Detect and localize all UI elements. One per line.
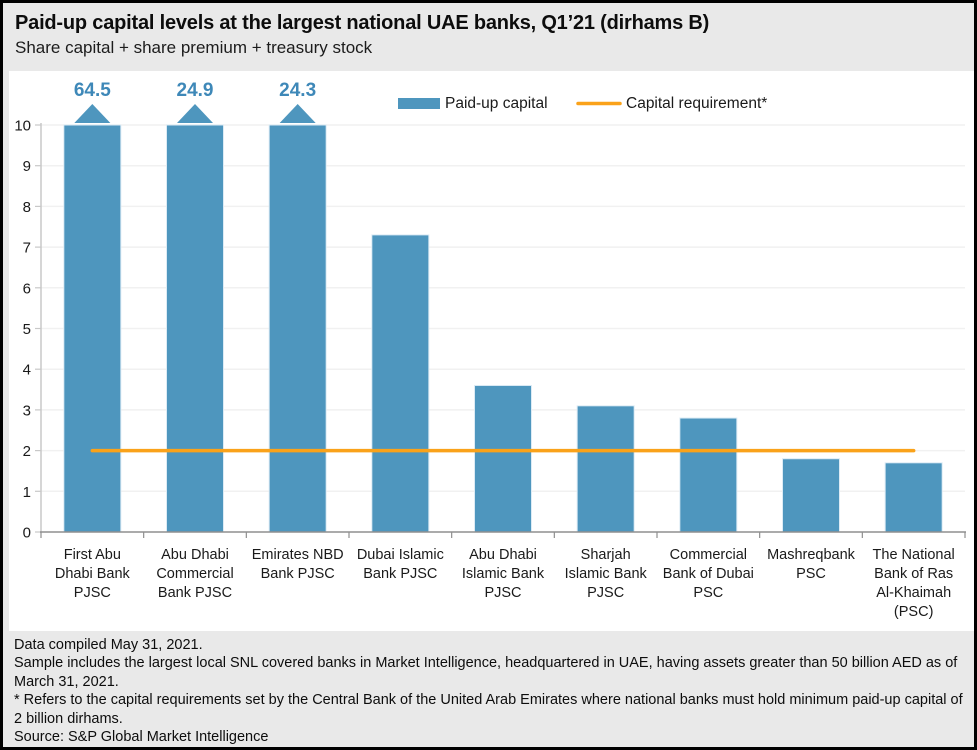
x-category-label: Sharjah Islamic Bank PJSC (565, 547, 648, 601)
bar-value-label: 64.5 (74, 80, 111, 101)
bar (371, 234, 430, 533)
header: Paid-up capital levels at the largest na… (15, 10, 962, 60)
footnotes: Data compiled May 31, 2021. Sample inclu… (14, 636, 969, 746)
x-category-label: Abu Dhabi Islamic Bank PJSC (462, 547, 545, 601)
bar (63, 124, 122, 533)
x-category-label: Dubai Islamic Bank PJSC (357, 547, 444, 582)
bar (782, 458, 840, 533)
footnote-sample: Sample includes the largest local SNL co… (14, 655, 958, 690)
y-tick-label: 2 (23, 443, 31, 460)
footnote-data-compiled: Data compiled May 31, 2021. (14, 637, 203, 653)
bar-value-label: 24.3 (279, 80, 316, 101)
chart-panel: 0 1 2 3 4 5 6 7 8 9 10 64.5 24.9 24.3 First Abu Dhabi B… (9, 71, 974, 631)
y-tick-label: 9 (23, 158, 31, 175)
overflow-arrow-icon (279, 104, 316, 123)
footnote-source: Source: S&P Global Market Intelligence (14, 729, 269, 746)
page-subtitle: Share capital + share premium + treasury… (15, 38, 373, 57)
y-tick-label: 3 (23, 402, 31, 419)
y-tick-label: 4 (23, 362, 31, 379)
bar-value-label: 24.9 (177, 80, 214, 101)
bar (166, 124, 224, 533)
x-category-label: Mashreqbank PSC (767, 547, 856, 582)
y-tick-label: 6 (23, 280, 31, 297)
bar (884, 462, 943, 533)
legend-swatch-paid-up-capital (398, 98, 440, 109)
y-tick-label: 1 (23, 484, 31, 501)
y-tick-label: 5 (23, 321, 31, 338)
bar (474, 384, 532, 533)
bar-chart: 0 1 2 3 4 5 6 7 8 9 10 64.5 24.9 24.3 First Abu Dhabi B… (14, 80, 966, 620)
y-tick-label: 0 (23, 525, 31, 542)
x-category-label: Emirates NBD Bank PJSC (252, 547, 344, 582)
y-tick-label: 8 (23, 199, 31, 216)
x-category-label: First Abu Dhabi Bank PJSC (55, 547, 131, 601)
footnote-asterisk: * Refers to the capital requirements set… (14, 692, 963, 727)
y-tick-label: 7 (23, 240, 31, 257)
bar (576, 405, 635, 533)
page-title: Paid-up capital levels at the largest na… (15, 12, 710, 34)
x-category-label: Commercial Bank of Dubai PSC (663, 547, 754, 601)
overflow-arrow-icon (177, 104, 213, 123)
y-tick-label: 10 (14, 118, 31, 135)
x-category-label: Abu Dhabi Commercial Bank PJSC (156, 547, 233, 601)
bar (268, 124, 327, 533)
legend-label-paid-up-capital: Paid-up capital (445, 95, 548, 112)
x-category-label: The National Bank of Ras Al-Khaimah (PSC) (873, 547, 955, 620)
bar (679, 417, 738, 533)
overflow-arrow-icon (74, 104, 111, 123)
legend-label-capital-requirement: Capital requirement* (626, 95, 767, 112)
